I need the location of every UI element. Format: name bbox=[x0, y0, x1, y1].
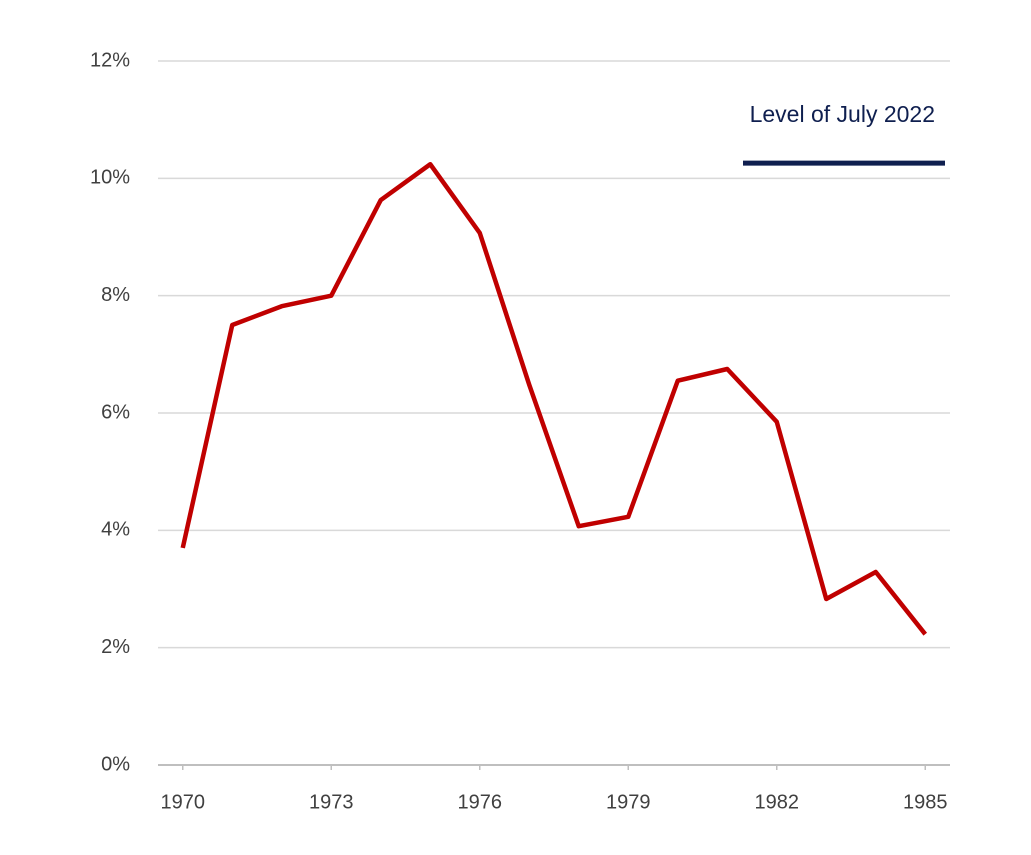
x-tick-label: 1970 bbox=[161, 791, 206, 813]
reference-label: Level of July 2022 bbox=[750, 101, 935, 127]
x-tick-label: 1979 bbox=[606, 791, 651, 813]
y-tick-label: 4% bbox=[101, 519, 130, 541]
x-tick-label: 1982 bbox=[755, 791, 800, 813]
x-tick-label: 1985 bbox=[903, 791, 948, 813]
y-tick-label: 10% bbox=[90, 167, 130, 189]
x-tick-label: 1973 bbox=[309, 791, 354, 813]
y-tick-label: 8% bbox=[101, 284, 130, 306]
y-tick-label: 6% bbox=[101, 401, 130, 423]
y-tick-label: 2% bbox=[101, 636, 130, 658]
data-line bbox=[180, 162, 928, 636]
y-tick-label: 12% bbox=[90, 49, 130, 71]
y-tick-label: 0% bbox=[101, 753, 130, 775]
x-tick-label: 1976 bbox=[458, 791, 503, 813]
